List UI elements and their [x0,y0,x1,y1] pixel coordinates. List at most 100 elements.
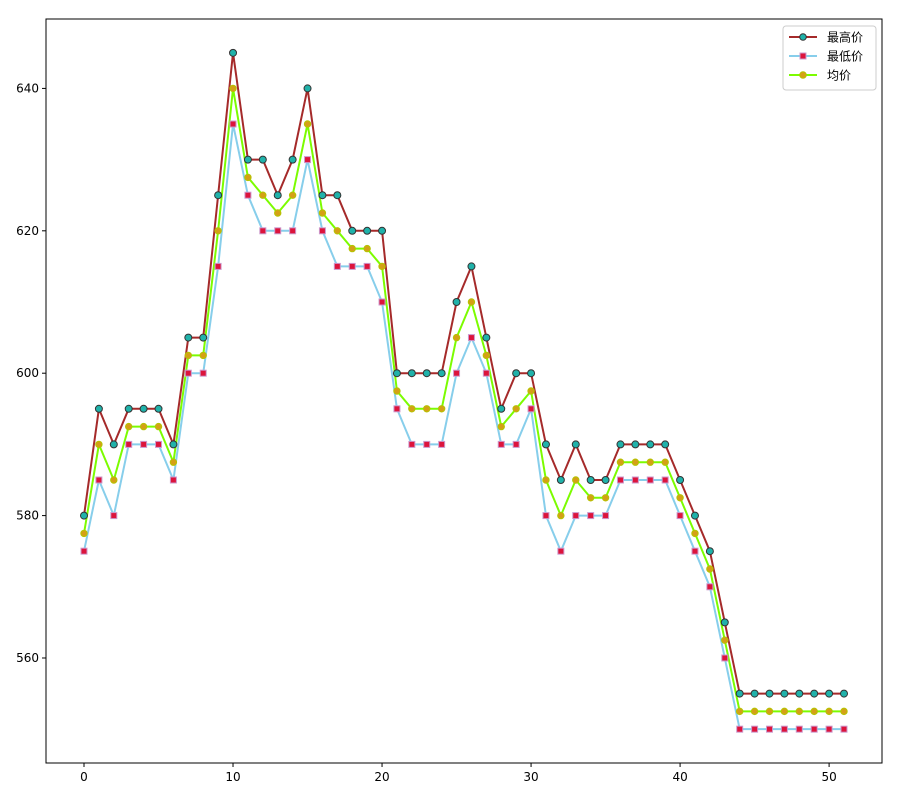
data-point [482,351,491,360]
legend-marker-2 [799,71,807,79]
data-point [840,689,848,698]
data-point [795,725,803,733]
data-point [572,476,580,484]
data-point [154,404,163,413]
x-tick-label: 10 [225,770,240,784]
data-point [795,707,803,716]
data-point [646,440,655,449]
data-point [452,333,461,342]
y-tick-label: 580 [16,509,39,523]
data-point [288,155,297,164]
data-point [512,440,520,448]
data-point [363,262,371,270]
data-point [467,334,475,342]
data-point [95,476,103,484]
data-point [229,84,237,93]
data-point [825,725,833,733]
data-point [80,511,88,520]
data-point [676,476,685,484]
legend-marker-1 [799,52,807,60]
data-point [735,689,744,698]
data-point [482,369,490,377]
data-point [139,404,148,413]
data-point [124,404,133,413]
data-point [259,227,267,235]
data-point [587,512,595,520]
legend-label-2: 均价 [827,69,851,83]
data-point [810,689,819,698]
series-line-2 [83,87,844,713]
data-point [199,351,207,360]
data-point [393,387,401,395]
data-point [169,476,177,484]
data-point [140,440,148,448]
data-point [304,156,312,164]
data-point [229,120,237,128]
data-point [706,565,714,573]
x-tick-label: 40 [672,770,687,784]
data-point [721,636,729,644]
series-markers-1 [80,120,848,733]
data-point [289,227,297,235]
data-point [482,333,491,342]
axes-frame [45,18,883,764]
data-point [825,689,834,698]
data-point [229,48,238,57]
data-point [691,547,699,555]
x-tick-label: 20 [374,770,389,784]
data-point [318,209,327,217]
data-point [631,440,640,449]
data-point [214,191,223,200]
data-point [586,476,595,484]
y-tick-label: 560 [16,651,39,665]
data-point [155,440,163,448]
data-point [378,298,386,306]
data-point [408,440,416,448]
data-point [706,583,714,591]
data-point [363,226,372,235]
data-point [199,333,208,342]
data-point [438,440,446,448]
data-point [452,298,461,306]
data-point [750,707,759,716]
data-point [586,494,595,502]
data-point [318,191,327,200]
legend-label-1: 最低价 [827,50,863,64]
data-point [736,725,744,733]
data-point [497,404,506,413]
data-point [750,689,759,698]
data-point [751,725,759,733]
data-point [274,227,282,235]
data-point [795,689,804,698]
x-tick-label: 30 [523,770,538,784]
data-point [557,511,565,520]
data-point [199,369,207,377]
data-point [184,351,193,360]
data-point [318,227,326,235]
data-point [646,458,654,466]
y-tick-label: 600 [16,366,39,380]
legend-label-0: 最高价 [827,30,863,45]
data-point [303,84,312,93]
data-point [512,405,520,413]
data-point [437,405,446,413]
data-point [422,369,431,378]
data-point [274,209,282,217]
data-point [512,369,521,378]
data-point [348,244,356,253]
data-point [214,227,222,235]
data-point [393,405,401,413]
data-point [616,458,625,466]
data-point [467,298,476,306]
data-point [288,191,297,199]
data-point [527,369,536,378]
data-point [497,422,505,431]
data-point [720,618,729,627]
data-point [423,405,431,413]
data-point [437,369,446,378]
data-point [453,369,461,377]
data-point [571,440,580,449]
data-point [333,227,342,235]
